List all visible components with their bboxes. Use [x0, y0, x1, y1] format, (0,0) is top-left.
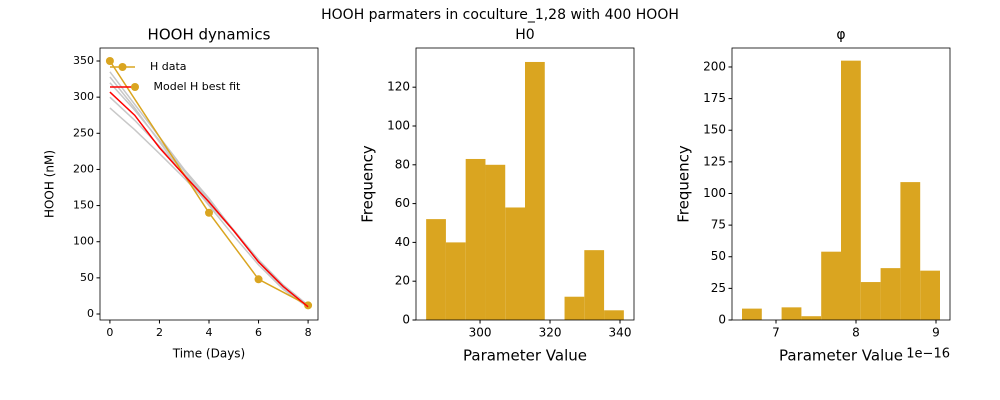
y-tick-label: 125	[703, 154, 726, 168]
legend-marker	[118, 63, 127, 71]
legend-marker	[131, 83, 139, 91]
bar	[801, 316, 822, 320]
y-axis-label: HOOH (nM)	[43, 150, 57, 218]
y-tick-label: 200	[703, 59, 726, 73]
y-tick-label: 40	[395, 235, 410, 249]
x-tick-label: 8	[852, 326, 860, 340]
bar	[505, 207, 525, 320]
y-tick-label: 0	[718, 313, 726, 327]
y-tick-label: 300	[73, 90, 94, 103]
x-axis-label: Time (Days)	[172, 347, 246, 361]
y-tick-label: 50	[711, 249, 726, 263]
marker	[105, 57, 114, 66]
bar	[465, 158, 486, 320]
y-tick-label: 60	[395, 196, 410, 210]
line	[109, 76, 309, 309]
axes-frame	[415, 47, 635, 321]
bar	[821, 251, 841, 320]
marker	[254, 275, 263, 284]
x-axis-label: Parameter Value	[463, 347, 587, 365]
bar	[880, 268, 901, 320]
line	[109, 91, 309, 308]
y-tick-label: 100	[73, 235, 94, 248]
bar	[604, 310, 624, 320]
x-tick-label: 7	[772, 326, 780, 340]
y-tick-label: 150	[73, 199, 94, 212]
x-tick-label: 320	[539, 326, 562, 340]
bar	[742, 308, 762, 320]
y-tick-label: 50	[80, 271, 94, 284]
legend-label: H data	[150, 60, 187, 73]
x-tick-label: 6	[255, 326, 262, 339]
y-tick-label: 25	[711, 281, 726, 295]
bar	[900, 182, 921, 320]
x-tick-label: 8	[305, 326, 312, 339]
y-tick-label: 100	[387, 118, 410, 132]
y-axis-label: Frequency	[675, 145, 693, 223]
y-tick-label: 75	[711, 218, 726, 232]
x-tick-label: 300	[469, 326, 492, 340]
line	[109, 71, 309, 308]
x-tick-label: 9	[932, 326, 940, 340]
x-tick-label: 0	[106, 326, 113, 339]
figure-title: HOOH parmaters in coculture_1,28 with 40…	[321, 7, 679, 23]
y-tick-label: 100	[703, 186, 726, 200]
line	[109, 107, 309, 306]
y-axis-label: Frequency	[359, 145, 377, 223]
y-tick-label: 150	[703, 123, 726, 137]
y-tick-label: 80	[395, 157, 410, 171]
bar	[781, 307, 802, 320]
y-tick-label: 0	[402, 313, 410, 327]
y-tick-label: 20	[395, 274, 410, 288]
y-tick-label: 175	[703, 91, 726, 105]
axes-frame	[731, 47, 951, 321]
subplot-title: HOOH dynamics	[148, 26, 271, 44]
y-tick-label: 200	[73, 162, 94, 175]
x-offset-label: 1e−16	[906, 347, 950, 362]
subplot: 7 8 9 0 25 50 75 100 125 150 175 200 φ Parameter Valu…	[675, 27, 951, 365]
bar	[445, 242, 466, 320]
line	[109, 60, 309, 306]
x-tick-label: 4	[206, 326, 213, 339]
marker	[205, 208, 213, 217]
y-tick-label: 350	[73, 54, 94, 67]
x-tick-label: 340	[609, 326, 632, 340]
y-tick-label: 120	[387, 80, 410, 94]
legend-label: Model H best fit	[150, 80, 241, 93]
subplot-title: H0	[515, 27, 534, 43]
x-axis-label: Parameter Value	[779, 347, 903, 365]
bar	[841, 60, 861, 321]
y-tick-label: 0	[87, 307, 94, 320]
subplot: H data Model H best fit 0 2 4 6 8 0 50 100 150 200…	[43, 26, 319, 361]
bar	[860, 282, 881, 320]
y-tick-label: 250	[73, 126, 94, 139]
bar	[584, 250, 605, 320]
bar	[525, 61, 545, 320]
bar	[920, 270, 940, 320]
x-tick-label: 2	[156, 326, 163, 339]
bar	[564, 296, 585, 320]
marker	[304, 301, 313, 310]
bar	[426, 219, 446, 320]
subplot: 300 320 340 0 20 40 60 80 100 120 H0 Parameter Valu…	[359, 27, 635, 365]
subplot-title: φ	[836, 27, 845, 43]
bar	[485, 164, 506, 320]
